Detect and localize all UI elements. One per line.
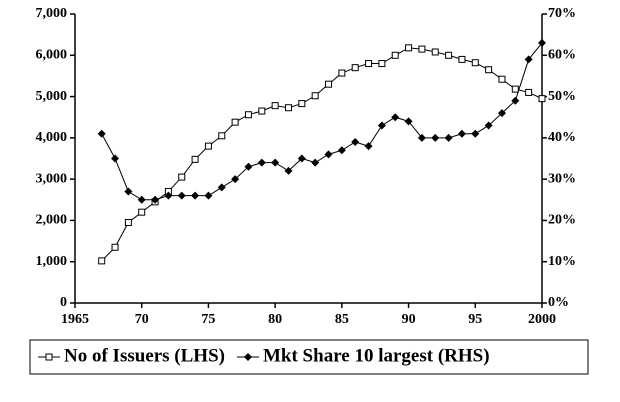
marker [471,59,479,67]
y-tick-label: 7,000 [36,6,68,21]
marker [485,66,493,74]
marker [538,95,546,103]
marker [311,158,320,167]
marker [124,187,133,196]
marker [138,208,146,216]
x-tick-label: 90 [402,312,416,327]
y2-tick-label: 20% [548,213,576,228]
marker [337,146,346,155]
marker [457,129,466,138]
y2-tick-label: 50% [548,89,576,104]
marker [351,137,360,146]
marker [338,69,346,77]
y2-tick-label: 0% [548,295,569,310]
y-tick-label: 1,000 [36,254,68,269]
marker [231,175,240,184]
marker [151,195,160,204]
x-tick-label: 80 [268,312,282,327]
x-tick-label: 2000 [528,312,556,327]
marker [444,133,453,142]
marker [471,129,480,138]
legend-label: Mkt Share 10 largest (RHS) [263,345,490,366]
marker [191,191,200,200]
marker [311,92,319,100]
marker [431,48,439,56]
marker [98,257,106,265]
marker [538,38,546,47]
marker [525,88,533,96]
marker [297,154,306,163]
marker [445,51,453,59]
marker [391,113,400,122]
legend-label: No of Issuers (LHS) [64,345,225,366]
marker [364,142,373,151]
y2-tick-label: 60% [548,48,576,63]
marker [243,353,252,361]
x-tick-label: 70 [135,312,149,327]
marker [45,353,53,361]
marker [498,75,506,83]
marker [258,107,266,115]
y-tick-label: 0 [60,295,67,310]
marker [405,44,413,52]
marker [164,191,173,200]
y2-tick-label: 70% [548,6,576,21]
marker [244,111,252,119]
marker [178,173,186,181]
marker [124,218,132,226]
y-tick-label: 4,000 [36,130,68,145]
marker [418,45,426,53]
marker [325,80,333,88]
marker [511,96,520,105]
legend-box [29,339,589,375]
marker [378,60,386,68]
y-tick-label: 5,000 [36,89,68,104]
marker [217,183,226,192]
marker [97,129,106,138]
marker [111,154,120,163]
marker [191,155,199,163]
marker [497,109,506,118]
marker [257,158,266,167]
series-line [101,47,543,262]
marker [365,60,373,68]
x-tick-label: 1965 [61,312,89,327]
x-tick-label: 95 [468,312,482,327]
y2-tick-label: 30% [548,171,576,186]
marker [458,55,466,63]
y-tick-label: 3,000 [36,171,68,186]
marker [484,121,493,130]
marker [137,195,146,204]
x-tick-label: 75 [201,312,215,327]
marker [271,158,280,167]
marker [284,166,293,175]
marker [284,104,292,112]
marker [271,102,279,110]
y2-tick-label: 10% [548,254,576,269]
y-tick-label: 6,000 [36,48,68,63]
x-tick-label: 85 [335,312,349,327]
marker [218,132,226,140]
marker [377,121,386,130]
y2-tick-label: 40% [548,130,576,145]
marker [204,191,213,200]
marker [431,133,440,142]
marker [324,150,333,159]
marker [111,243,119,251]
marker [511,85,519,93]
marker [298,100,306,108]
marker [524,55,533,64]
marker [391,51,399,59]
marker [204,142,212,150]
marker [177,191,186,200]
marker [231,118,239,126]
marker [244,162,253,171]
y-tick-label: 2,000 [36,213,68,228]
marker [417,133,426,142]
marker [351,64,359,72]
series-line [101,42,543,201]
marker [404,117,413,126]
